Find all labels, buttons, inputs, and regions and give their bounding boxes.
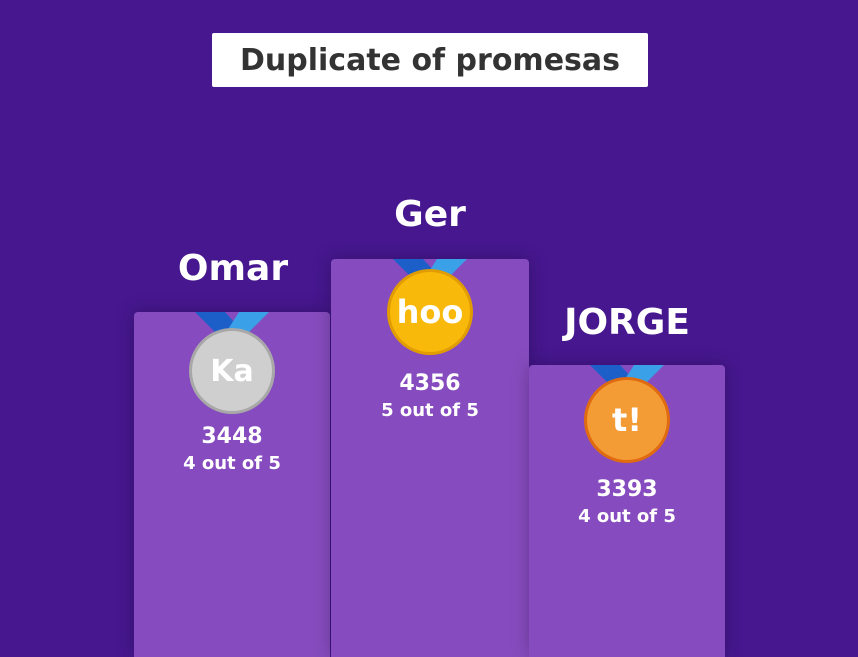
silver-medal-icon: Ka [189,328,275,414]
score: 3448 [201,424,263,449]
bronze-medal-icon: t! [584,377,670,463]
podium-first: hoo 4356 5 out of 5 [331,259,529,657]
correct-count: 4 out of 5 [578,506,676,527]
quiz-title: Duplicate of promesas [212,33,648,87]
medal-label: Ka [210,353,254,389]
medal-label: t! [612,401,642,439]
correct-count: 4 out of 5 [183,453,281,474]
player-name-third: JORGE [564,302,690,343]
medal-label: hoo [396,293,464,331]
score: 4356 [399,371,461,396]
player-name-first: Ger [394,194,466,235]
podium-third: t! 3393 4 out of 5 [529,365,725,657]
gold-medal-icon: hoo [387,269,473,355]
correct-count: 5 out of 5 [381,400,479,421]
player-name-second: Omar [177,248,289,289]
podium-second: Ka 3448 4 out of 5 [134,312,330,657]
score: 3393 [596,477,658,502]
